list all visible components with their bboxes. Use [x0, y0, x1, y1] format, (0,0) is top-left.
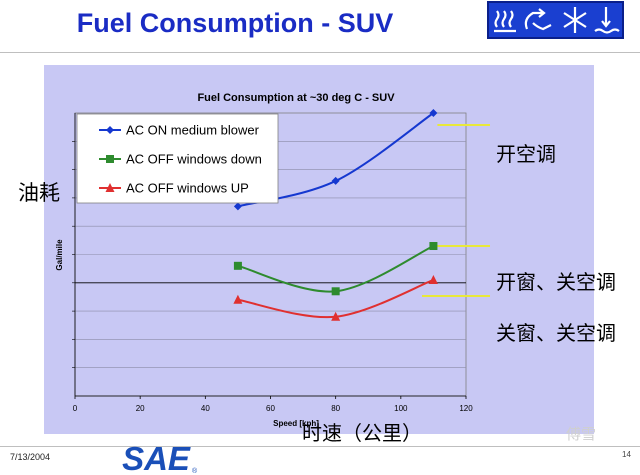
annotation-windows-up: 关窗、关空调 [496, 321, 616, 345]
data-point-triangle [105, 183, 115, 192]
data-point-square [429, 242, 438, 251]
recirculation-icon [524, 8, 552, 31]
chart-title: Fuel Consumption at ~30 deg C - SUV [197, 92, 395, 104]
legend: AC ON medium blower AC OFF windows down AC… [76, 113, 279, 204]
y-axis-label: Gal/mile [55, 239, 64, 271]
x-tick-label: 80 [331, 404, 340, 413]
x-tick-labels: 0 20 40 60 80 100 120 [73, 404, 473, 413]
hvac-symbols-panel [487, 1, 624, 39]
data-point-diamond [233, 202, 242, 211]
slide-title: Fuel Consumption - SUV [76, 8, 394, 38]
data-point-square [233, 261, 242, 270]
title-divider [0, 52, 640, 53]
data-point-triangle [331, 311, 341, 321]
data-point-square [331, 287, 340, 296]
x-axis-label: Speed [kph] [273, 419, 319, 428]
data-point-triangle [233, 294, 243, 304]
footer-divider [0, 446, 640, 447]
snowflake-icon [563, 7, 587, 33]
footer-date: 7/13/2004 [10, 452, 51, 462]
x-tick-label: 120 [459, 404, 473, 413]
data-point-diamond [106, 126, 114, 134]
data-point-diamond [429, 109, 438, 117]
data-point-diamond [331, 176, 340, 185]
x-tick-label: 40 [201, 404, 210, 413]
legend-label: AC OFF windows down [126, 152, 262, 167]
registered-mark: ® [192, 467, 198, 475]
x-tick-label: 100 [394, 404, 408, 413]
x-tick-label: 20 [136, 404, 145, 413]
defrost-icon [594, 7, 620, 34]
y-axis-chinese-label: 油耗 [18, 181, 60, 205]
sae-logo-text: SAE [122, 441, 191, 475]
annotation-windows-down: 开窗、关空调 [496, 270, 616, 294]
axes [72, 113, 467, 399]
sae-logo: SAE ® [122, 441, 198, 475]
x-axis-chinese-label: 时速（公里） [302, 421, 422, 445]
watermark-text: 傅雪 [566, 425, 597, 443]
x-tick-label: 0 [73, 404, 78, 413]
legend-label: AC ON medium blower [126, 123, 260, 138]
x-tick-label: 60 [266, 404, 275, 413]
page-number: 14 [622, 450, 631, 459]
highlight-lines [422, 124, 490, 297]
data-point-square [106, 155, 114, 163]
series-3 [233, 274, 438, 321]
heater-icon [494, 10, 516, 33]
series-2 [233, 242, 438, 296]
annotation-ac-on: 开空调 [496, 142, 556, 166]
data-point-triangle [428, 274, 438, 284]
legend-label: AC OFF windows UP [126, 181, 249, 196]
